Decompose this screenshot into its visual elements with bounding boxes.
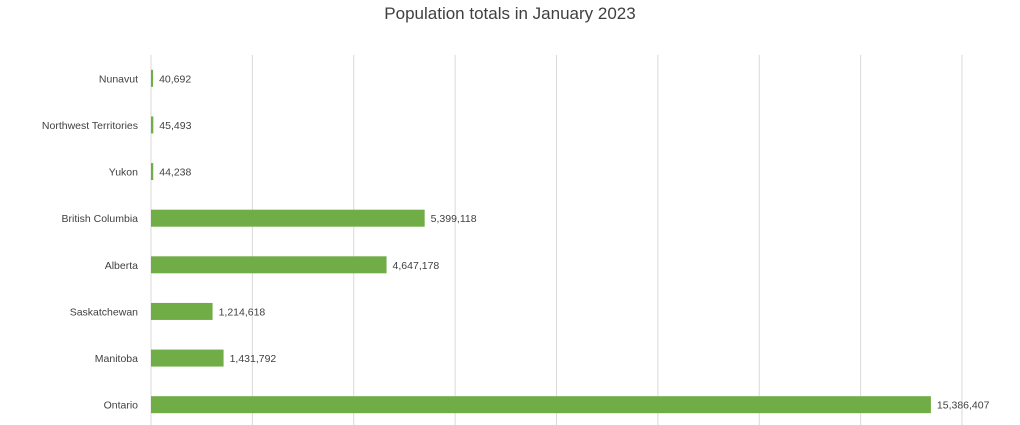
category-label: Saskatchewan — [70, 306, 138, 318]
category-label: British Columbia — [62, 213, 139, 225]
bar — [151, 302, 213, 320]
value-label: 1,431,792 — [230, 353, 277, 365]
chart-title: Population totals in January 2023 — [384, 4, 636, 23]
category-label: Ontario — [104, 400, 139, 412]
bar — [151, 349, 224, 367]
bar — [151, 163, 154, 181]
value-label: 40,692 — [159, 73, 191, 85]
category-labels: Nunavut Northwest Territories Yukon British… — [42, 73, 138, 411]
bar — [151, 256, 387, 274]
bar — [151, 209, 425, 227]
category-label: Yukon — [109, 167, 138, 179]
bar — [151, 396, 931, 414]
bars — [151, 69, 931, 414]
value-labels: 40,692 45,493 44,238 5,399,118 4,647,178 1,21… — [159, 73, 990, 411]
value-label: 1,214,618 — [219, 306, 266, 318]
value-label: 15,386,407 — [937, 400, 990, 412]
value-label: 45,493 — [159, 120, 191, 132]
category-label: Northwest Territories — [42, 120, 138, 132]
value-label: 4,647,178 — [393, 260, 440, 272]
category-label: Nunavut — [99, 73, 138, 85]
value-label: 5,399,118 — [431, 213, 477, 225]
category-label: Manitoba — [95, 353, 138, 365]
gridlines — [150, 55, 963, 425]
value-label: 44,238 — [159, 167, 191, 179]
bar — [151, 116, 154, 134]
bar — [151, 69, 154, 87]
category-label: Alberta — [105, 260, 138, 272]
